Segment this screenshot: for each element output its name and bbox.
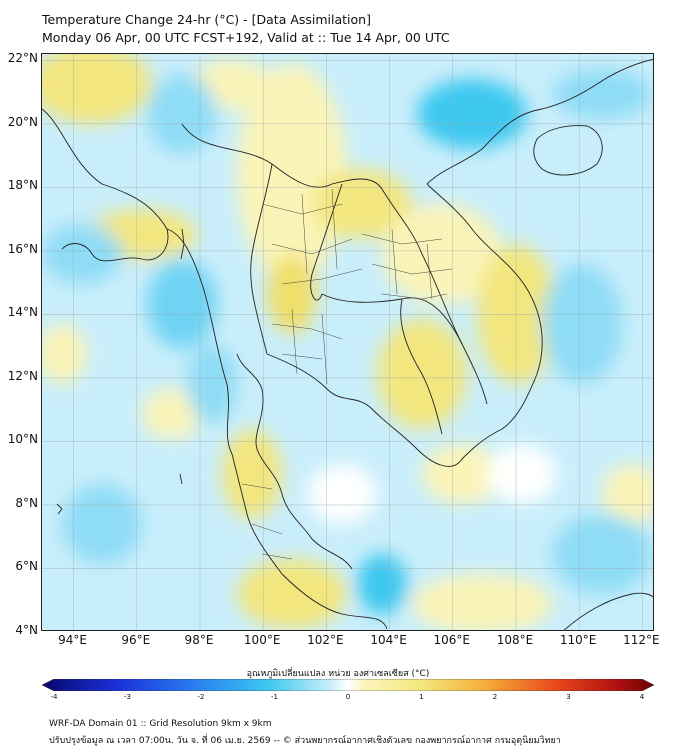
lat-label: 22°N: [7, 51, 38, 66]
lat-label: 12°N: [7, 368, 38, 383]
lon-label: 104°E: [370, 633, 407, 647]
lon-label: 96°E: [121, 633, 151, 647]
temperature-change-map: [42, 54, 653, 630]
coastlines-and-borders: [42, 58, 653, 630]
map-title: Temperature Change 24-hr (°C) - [Data As…: [42, 12, 371, 27]
colorbar-tick-label: 4: [639, 693, 645, 701]
colorbar-tick-label: 0: [345, 693, 351, 701]
lat-label: 14°N: [7, 305, 38, 320]
map-subtitle: Monday 06 Apr, 00 UTC FCST+192, Valid at…: [42, 30, 450, 45]
lon-label: 94°E: [58, 633, 88, 647]
field-blobs: [42, 54, 653, 630]
lon-label: 110°E: [559, 633, 597, 647]
colorbar-title: อุณหภูมิเปลี่ยนแปลง หน่วย องศาเซลเซียส (…: [246, 669, 430, 679]
map-panel: [41, 53, 654, 631]
lon-label: 98°E: [184, 633, 214, 647]
footer-update-info: ปรับปรุงข้อมูล ณ เวลา 07:00น. วัน จ. ที่…: [49, 736, 561, 746]
map-gridlines: [42, 54, 653, 630]
colorbar-tick-label: -3: [124, 693, 131, 701]
colorbar-tick-label: -4: [50, 693, 58, 701]
lat-label: 8°N: [15, 495, 38, 510]
colorbar-tick-label: -1: [271, 693, 278, 701]
colorbar-tick-label: 3: [566, 693, 571, 701]
lon-label: 106°E: [433, 633, 471, 647]
lat-label: 16°N: [7, 241, 38, 256]
lat-label: 10°N: [7, 432, 38, 447]
lat-label: 20°N: [7, 114, 38, 129]
footer-model-info: WRF-DA Domain 01 :: Grid Resolution 9km …: [49, 719, 272, 729]
lon-label: 100°E: [243, 633, 281, 647]
lat-label: 18°N: [7, 178, 38, 193]
lon-label: 108°E: [496, 633, 534, 647]
province-boundaries: [241, 188, 453, 560]
colorbar-tick-label: 1: [419, 693, 424, 701]
lat-label: 4°N: [15, 623, 38, 637]
lat-label: 6°N: [15, 559, 38, 574]
lon-label: 102°E: [307, 633, 344, 647]
lon-label: 112°E: [623, 633, 660, 647]
colorbar-tick-label: 2: [492, 693, 498, 701]
colorbar-tick-label: -2: [197, 693, 205, 701]
colorbar: [42, 679, 654, 691]
